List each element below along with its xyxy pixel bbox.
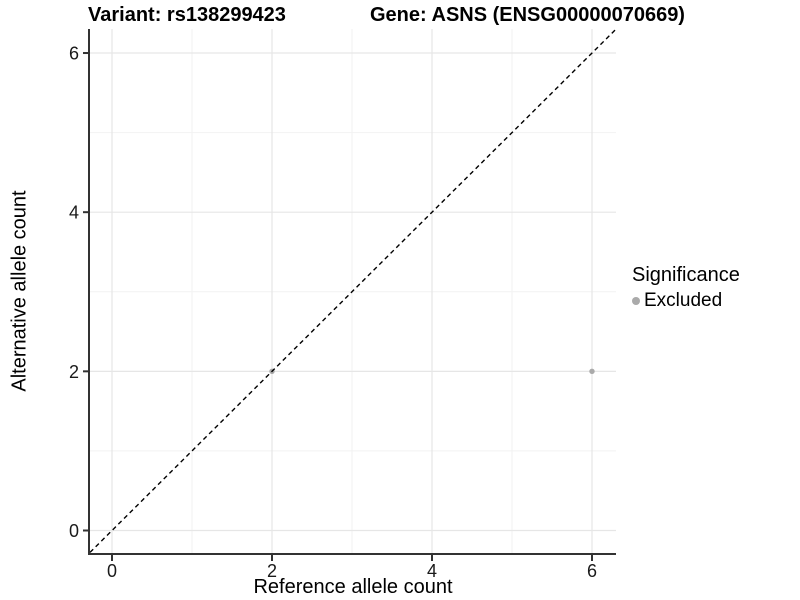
x-tick-label: 2 [267, 561, 277, 581]
legend: Significance Excluded [632, 263, 740, 312]
y-tick-label: 6 [69, 44, 79, 64]
legend-point-icon [632, 297, 640, 305]
x-axis-title: Reference allele count [253, 576, 453, 598]
x-tick-label: 6 [587, 561, 597, 581]
legend-item-excluded: Excluded [632, 290, 740, 312]
y-tick-label: 0 [69, 521, 79, 541]
title-gene: Gene: ASNS (ENSG00000070669) [370, 4, 685, 26]
title-variant: Variant: rs138299423 [88, 4, 286, 26]
y-tick-label: 4 [69, 203, 79, 223]
identity-line [89, 28, 617, 553]
x-tick-label: 4 [427, 561, 437, 581]
x-tick-label: 0 [107, 561, 117, 581]
legend-title: Significance [632, 264, 740, 286]
y-tick-label: 2 [69, 362, 79, 382]
y-axis-title: Alternative allele count [8, 190, 31, 392]
legend-item-label: Excluded [644, 290, 723, 311]
data-point [589, 368, 595, 375]
